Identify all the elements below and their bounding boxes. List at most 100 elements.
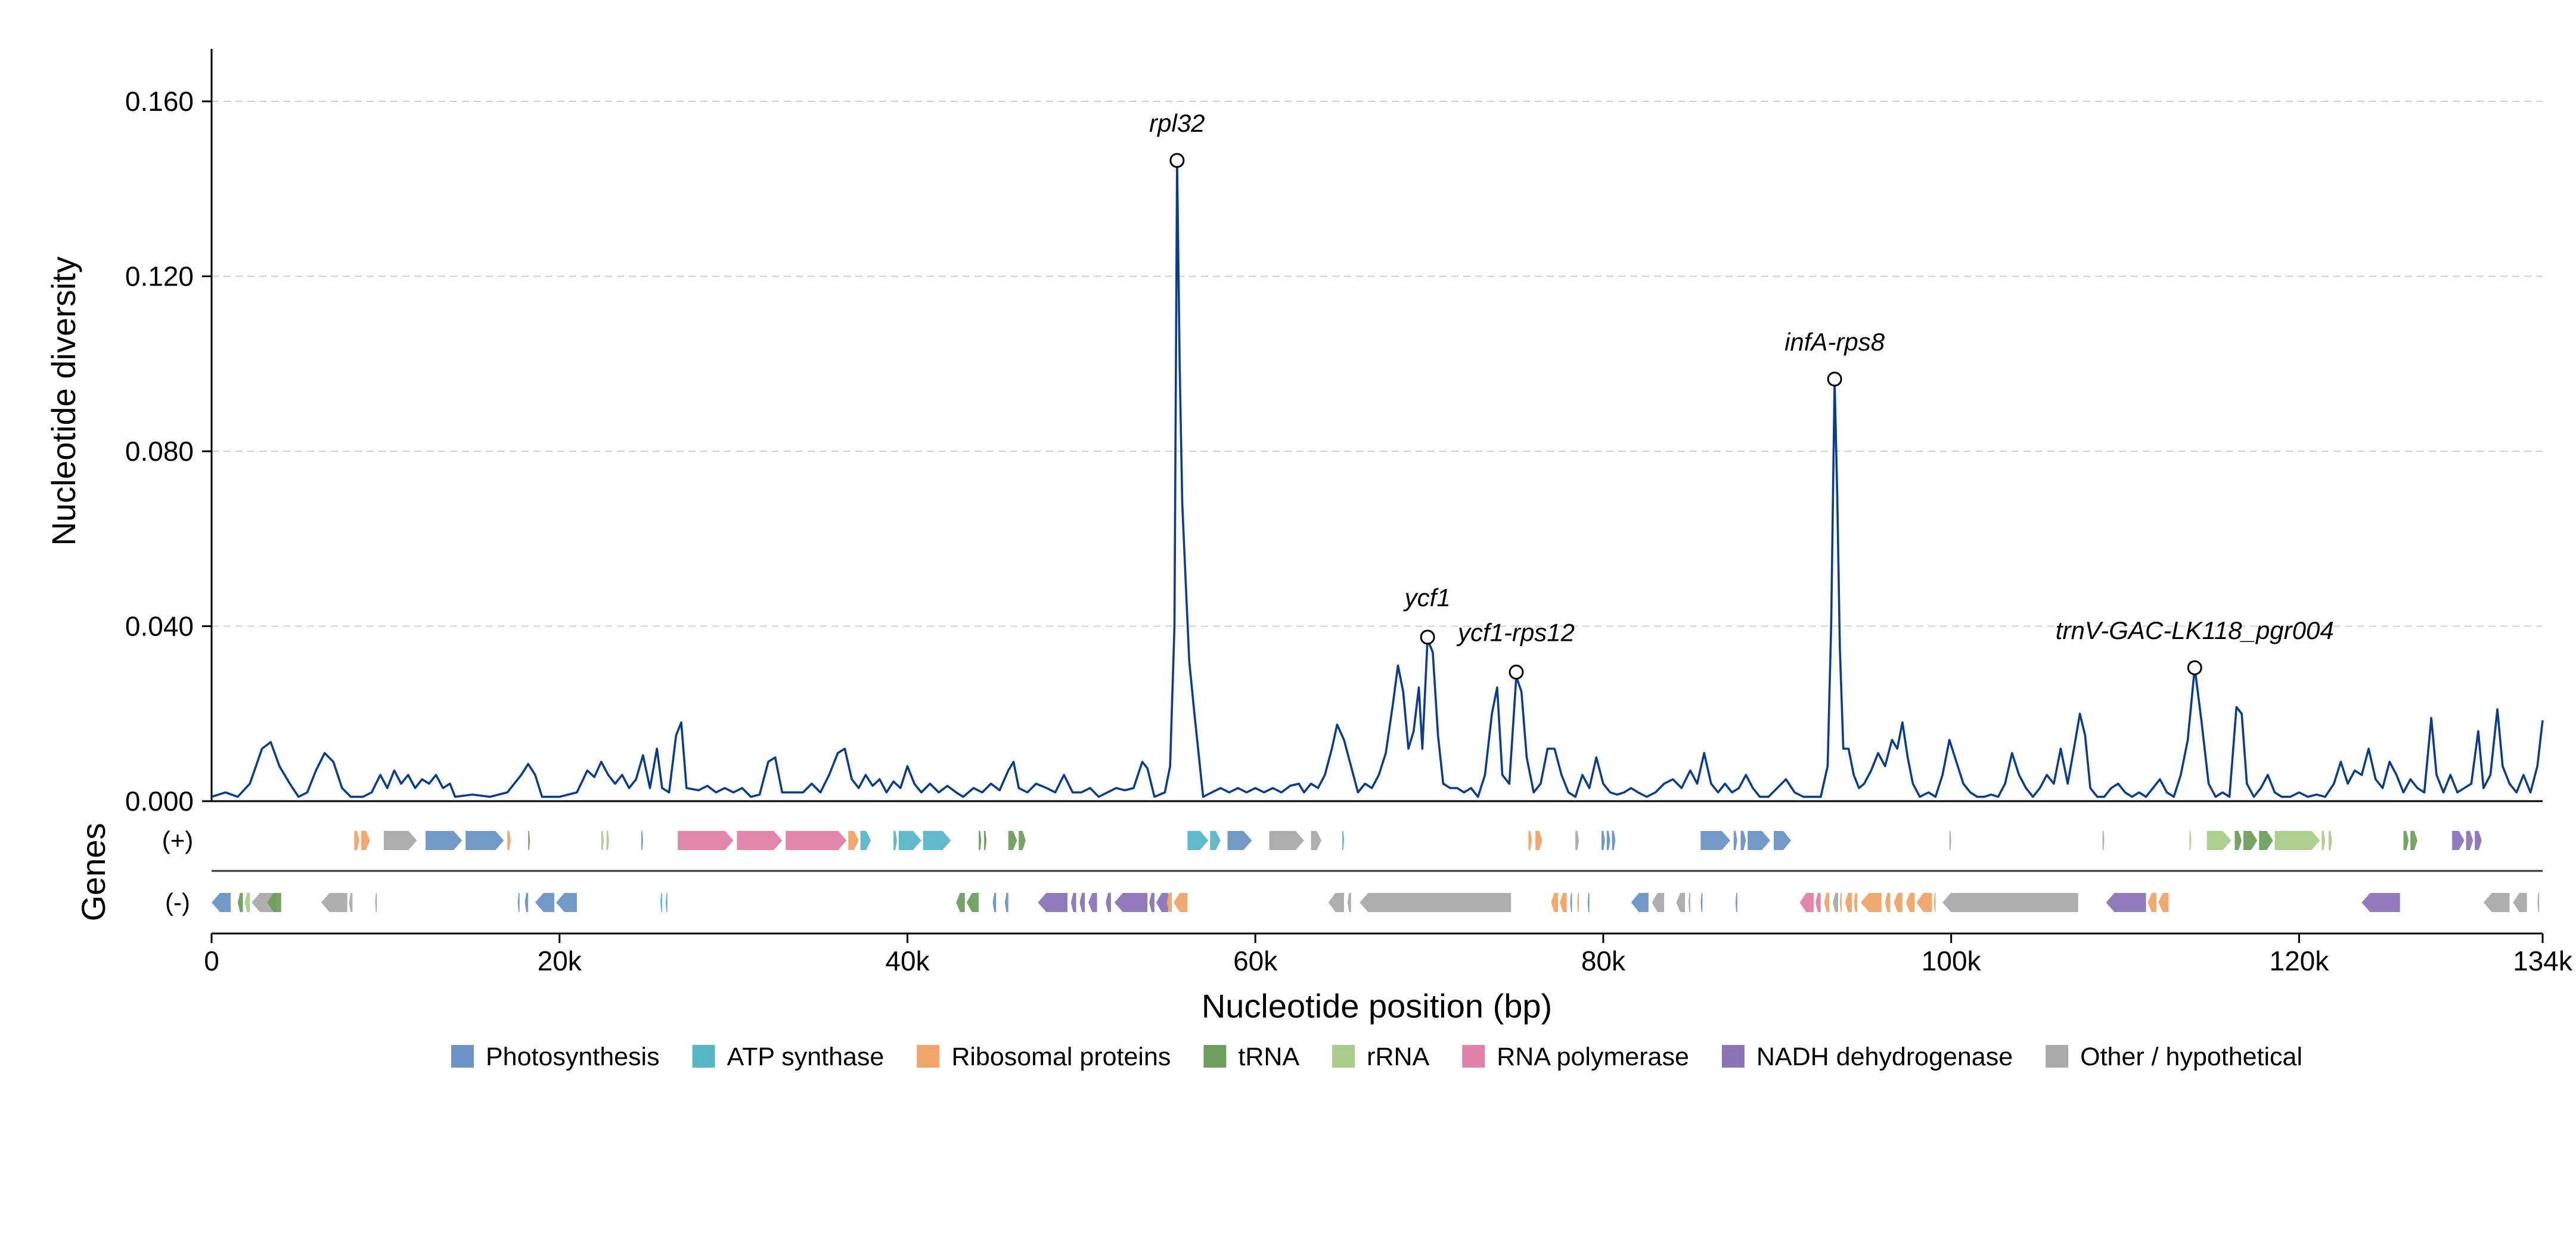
gene-arrow-minus (1905, 893, 1915, 912)
gene-arrow-minus (1916, 893, 1932, 912)
gene-arrow-minus (1833, 893, 1838, 912)
gene-arrow-minus (956, 893, 965, 912)
gene-arrow-minus (1106, 893, 1111, 912)
x-tick-label: 80k (1581, 945, 1626, 976)
gene-arrow-minus (1587, 893, 1590, 912)
gene-arrow-plus (893, 831, 897, 850)
legend-label: ATP synthase (727, 1043, 884, 1071)
gene-arrow-plus (923, 831, 951, 850)
y-tick-label: 0.160 (125, 86, 194, 117)
gene-arrow-plus (1019, 831, 1026, 850)
gene-arrow-plus (1612, 831, 1616, 850)
gene-arrow-minus (1885, 893, 1891, 912)
y-axis-title: Nucleotide diversity (45, 256, 82, 546)
gene-arrow-plus (1227, 831, 1252, 850)
y-tick-label: 0.080 (125, 436, 194, 467)
gene-arrow-plus (1700, 831, 1730, 850)
gene-arrow-plus (2410, 831, 2417, 850)
gene-arrow-minus (237, 893, 243, 912)
legend-label: RNA polymerase (1497, 1043, 1689, 1071)
x-tick-label: 134k (2513, 945, 2573, 976)
gene-arrow-minus (1004, 893, 1008, 912)
gene-arrow-plus (361, 831, 370, 850)
gene-arrow-minus (1166, 893, 1172, 912)
gene-arrow-plus (465, 831, 504, 850)
gene-arrow-minus (2158, 893, 2169, 912)
gene-arrow-minus (1070, 893, 1076, 912)
x-tick-label: 40k (885, 945, 930, 976)
gene-arrow-minus (1570, 893, 1572, 912)
gene-arrow-plus (860, 831, 871, 850)
gene-arrow-plus (2466, 831, 2473, 850)
gene-arrow-minus (517, 893, 520, 912)
legend-label: Other / hypothetical (2080, 1043, 2302, 1071)
gene-arrow-minus (2513, 893, 2527, 912)
y-tick-label: 0.040 (125, 611, 194, 642)
diversity-series-line (211, 159, 2544, 798)
gene-arrow-minus (1156, 893, 1169, 912)
legend-swatch (917, 1045, 940, 1068)
gene-arrow-plus (1773, 831, 1792, 850)
gene-arrow-minus (2106, 893, 2146, 912)
gene-arrow-minus (1688, 893, 1690, 912)
peak-label: rpl32 (1149, 109, 1205, 137)
gene-arrow-plus (425, 831, 463, 850)
gene-arrow-plus (528, 831, 530, 850)
gene-arrow-plus (1342, 831, 1345, 850)
gene-arrow-minus (252, 893, 276, 912)
gene-arrow-plus (983, 831, 987, 850)
gene-arrow-plus (1740, 831, 1746, 850)
gene-arrow-plus (2274, 831, 2320, 850)
legend-swatch (1462, 1045, 1485, 1068)
peak-marker (1509, 665, 1524, 680)
gene-arrow-minus (1360, 893, 1512, 912)
gene-arrow-minus (524, 893, 529, 912)
peak-marker (1420, 629, 1435, 645)
legend-swatch (451, 1045, 474, 1068)
gene-arrow-minus (1824, 893, 1830, 912)
gene-arrow-minus (375, 893, 377, 912)
gene-arrow-minus (2361, 893, 2400, 912)
gene-arrow-plus (2189, 831, 2192, 850)
peak-marker (2187, 660, 2202, 675)
gene-arrow-plus (2475, 831, 2482, 850)
gene-arrow-minus (2537, 893, 2540, 912)
legend-label: NADH dehydrogenase (1756, 1043, 2013, 1071)
x-tick-label: 20k (538, 945, 582, 976)
gene-arrow-plus (2403, 831, 2409, 850)
gene-arrow-plus (2321, 831, 2326, 850)
gene-arrow-minus (665, 893, 668, 912)
legend-swatch (1721, 1045, 1745, 1068)
gene-arrow-plus (641, 831, 643, 850)
peak-label: ycf1 (1403, 584, 1451, 612)
legend-label: Ribosomal proteins (951, 1043, 1171, 1071)
gene-arrow-plus (737, 831, 783, 850)
gene-arrow-minus (1933, 893, 1936, 912)
gene-arrow-minus (1815, 893, 1821, 912)
gene-arrow-minus (321, 893, 347, 912)
grid-lines (212, 101, 2543, 627)
genes-plus-track (354, 831, 2482, 850)
gene-arrow-plus (601, 831, 604, 850)
peak-marker (1169, 153, 1185, 168)
gene-arrow-minus (1174, 893, 1188, 912)
gene-arrow-minus (992, 893, 997, 912)
gene-arrow-minus (349, 893, 353, 912)
gene-arrow-minus (1149, 893, 1154, 912)
legend: Photosynthesis ATP synthase Ribosomal prot… (451, 1043, 2302, 1071)
gene-arrow-plus (1269, 831, 1304, 850)
gene-arrow-minus (660, 893, 663, 912)
gene-arrow-minus (1079, 893, 1085, 912)
gene-arrow-minus (244, 893, 250, 912)
gene-arrow-plus (1602, 831, 1605, 850)
gene-arrow-plus (1575, 831, 1579, 850)
legend-label: tRNA (1238, 1043, 1299, 1071)
gene-arrow-plus (354, 831, 360, 850)
gene-arrow-plus (2329, 831, 2332, 850)
y-tick-label: 0.000 (125, 786, 194, 817)
gene-arrow-minus (1860, 893, 1882, 912)
gene-arrow-plus (848, 831, 859, 850)
gene-arrow-minus (1088, 893, 1097, 912)
gene-arrow-minus (1735, 893, 1737, 912)
gene-arrow-minus (1799, 893, 1814, 912)
